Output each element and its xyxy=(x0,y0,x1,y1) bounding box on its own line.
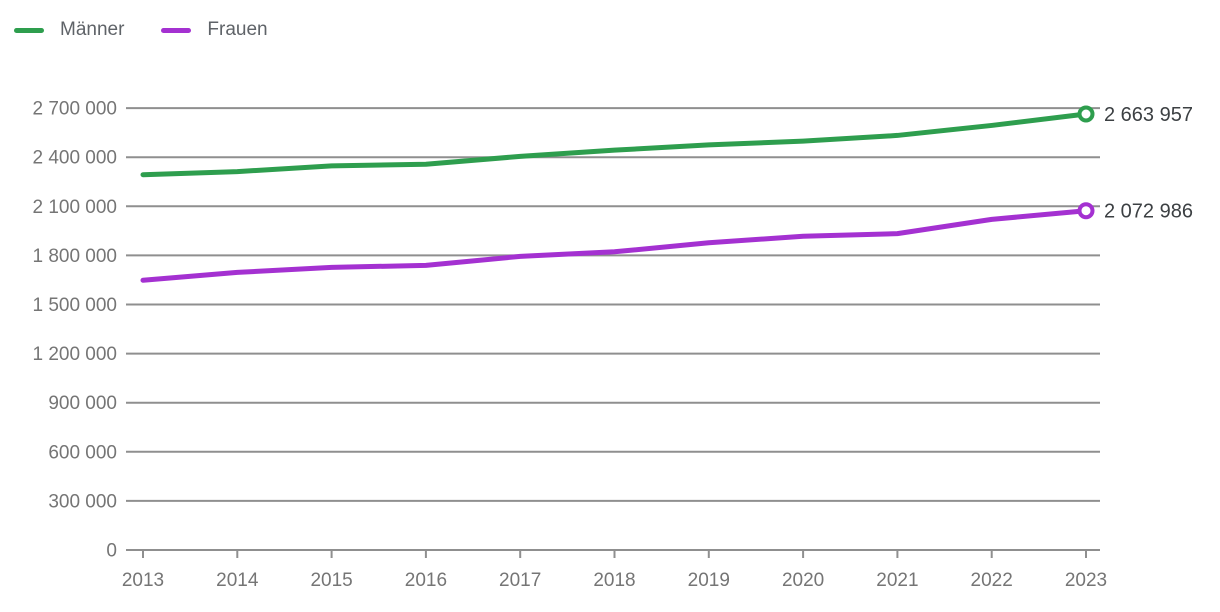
x-tick-label: 2022 xyxy=(971,570,1013,591)
y-tick-label: 600 000 xyxy=(48,442,117,463)
chart-legend: Männer Frauen xyxy=(14,20,268,40)
y-tick-label: 900 000 xyxy=(48,393,117,414)
legend-item-frauen[interactable]: Frauen xyxy=(161,19,268,40)
legend-label-maenner: Männer xyxy=(60,19,125,40)
x-tick-label: 2020 xyxy=(782,570,824,591)
y-tick-label: 2 700 000 xyxy=(32,99,117,120)
series-end-marker-maenner xyxy=(1077,105,1095,123)
series-line-maenner xyxy=(140,111,1089,178)
y-tick-label: 1 200 000 xyxy=(32,344,117,365)
y-tick-label: 300 000 xyxy=(48,491,117,512)
series-end-marker-frauen xyxy=(1077,202,1095,220)
legend-swatch-maenner xyxy=(14,27,44,33)
x-tick-label: 2019 xyxy=(688,570,730,591)
y-tick-label: 1 500 000 xyxy=(32,295,117,316)
y-tick-label: 1 800 000 xyxy=(32,246,117,267)
x-tick-label: 2021 xyxy=(876,570,918,591)
legend-label-frauen: Frauen xyxy=(207,19,268,40)
x-tick-label: 2014 xyxy=(216,570,259,591)
x-tick-label: 2016 xyxy=(405,570,447,591)
x-tick-label: 2018 xyxy=(593,570,635,591)
y-tick-label: 0 xyxy=(106,541,117,562)
y-tick-label: 2 100 000 xyxy=(32,197,117,218)
x-tick-label: 2013 xyxy=(122,570,164,591)
legend-swatch-frauen xyxy=(161,27,192,33)
x-tick-label: 2023 xyxy=(1065,570,1107,591)
x-tick-label: 2017 xyxy=(499,570,541,591)
series-end-value-maenner: 2 663 957 xyxy=(1104,104,1193,126)
x-tick-label: 2015 xyxy=(310,570,352,591)
series-line-frauen xyxy=(140,208,1089,283)
series-end-value-frauen: 2 072 986 xyxy=(1104,201,1193,223)
y-tick-label: 2 400 000 xyxy=(32,148,117,169)
legend-item-maenner[interactable]: Männer xyxy=(14,20,124,40)
